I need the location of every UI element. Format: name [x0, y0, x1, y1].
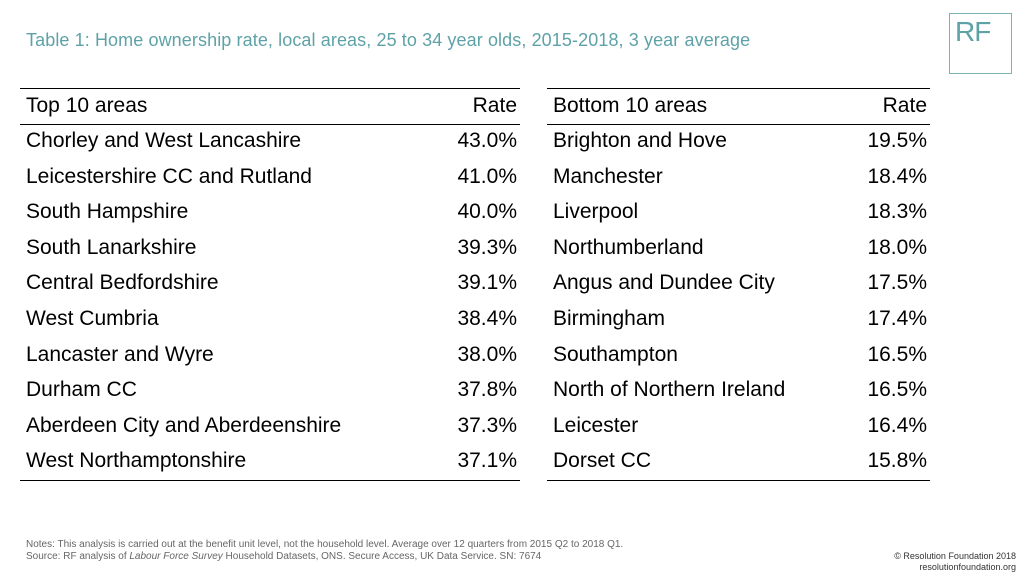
- area-rate: 38.0%: [457, 342, 517, 366]
- table-header-rule: [20, 124, 520, 125]
- area-name: Birmingham: [553, 307, 666, 330]
- area-name: West Northamptonshire: [26, 449, 247, 473]
- source-italic: Labour Force Survey: [129, 551, 223, 562]
- header-rate: Rate: [472, 94, 517, 117]
- area-rate: 15.8%: [867, 449, 927, 473]
- area-name: South Lanarkshire: [26, 235, 197, 259]
- area-name: Northumberland: [553, 235, 704, 259]
- area-rate: 16.5%: [867, 342, 927, 366]
- area-name: Durham CC: [26, 378, 137, 402]
- area-name: West Cumbria: [26, 307, 159, 330]
- area-name: South Hampshire: [26, 200, 189, 224]
- table-bottom-rule: [547, 480, 930, 481]
- page-title: Table 1: Home ownership rate, local area…: [26, 30, 751, 50]
- area-rate: 38.4%: [457, 307, 517, 330]
- area-rate: 43.0%: [457, 129, 517, 152]
- area-name: Brighton and Hove: [553, 129, 727, 152]
- area-name: Aberdeen City and Aberdeenshire: [26, 413, 342, 437]
- header-area: Bottom 10 areas: [553, 94, 708, 117]
- area-name: Leicester: [553, 413, 639, 437]
- source-prefix: Source: RF analysis of: [26, 551, 130, 562]
- area-rate: 18.0%: [867, 235, 927, 259]
- area-rate: 19.5%: [867, 129, 927, 152]
- area-name: Dorset CC: [553, 449, 652, 473]
- copyright: © Resolution Foundation 2018 resolutionf…: [894, 551, 1016, 573]
- area-rate: 18.3%: [867, 200, 927, 224]
- area-rate: 17.5%: [867, 271, 927, 295]
- area-name: Southampton: [553, 342, 678, 366]
- area-rate: 16.5%: [867, 378, 927, 402]
- area-rate: 37.8%: [457, 378, 517, 402]
- area-name: Central Bedfordshire: [26, 271, 219, 295]
- website-link[interactable]: resolutionfoundation.org: [919, 562, 1016, 572]
- area-name: Leicestershire CC and Rutland: [26, 164, 312, 188]
- area-name: North of Northern Ireland: [553, 378, 786, 402]
- copyright-line: © Resolution Foundation 2018: [894, 551, 1016, 561]
- area-rate: 37.3%: [457, 413, 517, 437]
- header-area: Top 10 areas: [26, 94, 148, 117]
- area-rate: 39.1%: [457, 271, 517, 295]
- area-rate: 16.4%: [867, 413, 927, 437]
- area-name: Chorley and West Lancashire: [26, 129, 302, 152]
- header-rate: Rate: [882, 94, 927, 117]
- area-rate: 37.1%: [457, 449, 517, 473]
- area-name: Liverpool: [553, 200, 639, 224]
- table-bottom-rule: [20, 480, 520, 481]
- table-top-rule: [20, 88, 520, 89]
- area-name: Angus and Dundee City: [553, 271, 775, 295]
- source-suffix: Household Datasets, ONS. Secure Access, …: [222, 551, 542, 562]
- area-name: Lancaster and Wyre: [26, 342, 214, 366]
- table-header-rule: [547, 124, 930, 125]
- rf-logo: RF: [949, 13, 1012, 74]
- area-name: Manchester: [553, 164, 663, 188]
- notes: Notes: This analysis is carried out at t…: [26, 539, 623, 563]
- area-rate: 17.4%: [867, 307, 927, 330]
- table-top-rule: [547, 88, 930, 89]
- area-rate: 39.3%: [457, 235, 517, 259]
- logo-text: RF: [955, 16, 991, 47]
- notes-line-1: Notes: This analysis is carried out at t…: [26, 539, 624, 550]
- area-rate: 40.0%: [457, 200, 517, 224]
- area-rate: 41.0%: [457, 164, 517, 188]
- area-rate: 18.4%: [867, 164, 927, 188]
- notes-line-2: Source: RF analysis of Labour Force Surv…: [26, 551, 623, 563]
